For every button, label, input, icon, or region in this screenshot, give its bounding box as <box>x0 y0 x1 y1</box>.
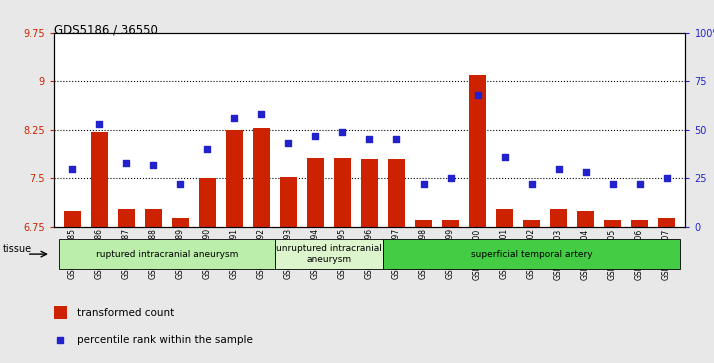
Bar <box>631 220 648 227</box>
Point <box>337 129 348 135</box>
Bar <box>578 211 593 227</box>
Text: superficial temporal artery: superficial temporal artery <box>471 250 593 258</box>
Bar <box>443 220 458 227</box>
FancyBboxPatch shape <box>383 240 680 269</box>
Bar <box>334 158 351 227</box>
Point <box>580 170 591 175</box>
Point <box>283 140 294 146</box>
Bar <box>281 177 296 227</box>
Bar <box>658 219 675 227</box>
Bar <box>199 178 216 227</box>
Text: unruptured intracranial
aneurysm: unruptured intracranial aneurysm <box>276 244 382 264</box>
Point <box>121 160 132 166</box>
Text: percentile rank within the sample: percentile rank within the sample <box>77 335 253 345</box>
Bar <box>523 220 540 227</box>
Bar <box>496 209 513 227</box>
Bar <box>226 130 243 227</box>
Text: tissue: tissue <box>3 244 32 254</box>
Text: transformed count: transformed count <box>77 308 174 318</box>
Bar <box>361 159 378 227</box>
Point <box>607 181 618 187</box>
FancyBboxPatch shape <box>59 240 275 269</box>
Point <box>363 136 376 142</box>
Point <box>228 115 240 121</box>
Bar <box>605 220 620 227</box>
Point <box>310 133 321 139</box>
Bar <box>172 219 188 227</box>
Bar <box>54 306 67 319</box>
Bar <box>253 128 270 227</box>
Point <box>55 337 66 343</box>
Bar <box>416 220 431 227</box>
Bar <box>308 158 323 227</box>
FancyBboxPatch shape <box>275 240 383 269</box>
Point <box>499 154 511 160</box>
Bar <box>91 132 108 227</box>
Bar <box>64 211 81 227</box>
Point <box>256 111 267 117</box>
Bar <box>550 209 567 227</box>
Text: GDS5186 / 36550: GDS5186 / 36550 <box>54 24 157 37</box>
Bar <box>469 75 486 227</box>
Point <box>175 181 186 187</box>
Point <box>634 181 645 187</box>
Point <box>94 121 105 127</box>
Point <box>472 92 483 98</box>
Point <box>445 175 456 181</box>
Point <box>418 181 429 187</box>
Point <box>148 162 159 168</box>
Bar <box>146 209 161 227</box>
Point <box>202 146 213 152</box>
Point <box>526 181 537 187</box>
Bar <box>119 209 134 227</box>
Point <box>66 166 78 171</box>
Point <box>391 136 402 142</box>
Point <box>661 175 673 181</box>
Bar <box>388 159 405 227</box>
Point <box>553 166 564 171</box>
Text: ruptured intracranial aneurysm: ruptured intracranial aneurysm <box>96 250 238 258</box>
